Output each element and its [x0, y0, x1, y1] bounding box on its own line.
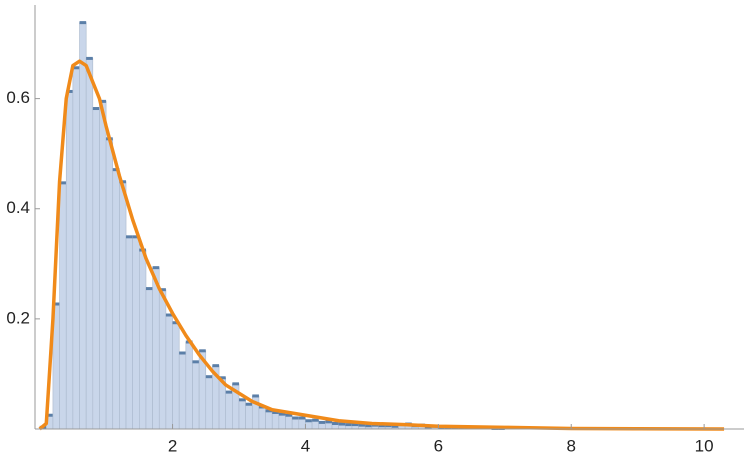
- bar: [139, 249, 147, 430]
- bar: [258, 406, 266, 430]
- x-tick-label: 6: [434, 436, 443, 455]
- bar: [112, 169, 120, 430]
- bar: [238, 399, 246, 430]
- bar: [152, 267, 160, 430]
- bar: [265, 410, 273, 430]
- bar: [125, 236, 133, 430]
- bar: [145, 288, 153, 430]
- bar: [278, 413, 286, 430]
- y-tick-label: 0.4: [6, 198, 30, 217]
- bar: [298, 417, 306, 430]
- y-tick-label: 0.2: [6, 308, 30, 327]
- bar: [291, 417, 300, 430]
- x-tick-label: 8: [567, 436, 576, 455]
- bar: [132, 236, 140, 430]
- bar: [225, 391, 233, 430]
- bar: [205, 376, 213, 430]
- x-tick-label: 4: [301, 436, 310, 455]
- bar: [65, 91, 74, 430]
- bar: [119, 181, 127, 430]
- y-tick-label: 0.6: [6, 88, 30, 107]
- bar: [92, 108, 100, 430]
- bar: [72, 67, 80, 430]
- bar: [192, 361, 200, 430]
- bar: [285, 414, 293, 430]
- bar: [271, 412, 280, 430]
- density-line: [38, 59, 725, 431]
- x-tick-label: 10: [695, 436, 714, 455]
- bar: [165, 314, 173, 430]
- bar: [105, 138, 114, 430]
- bar: [99, 101, 107, 430]
- bar: [245, 403, 253, 430]
- bar: [59, 182, 67, 430]
- bar: [79, 22, 87, 430]
- bar: [172, 322, 180, 430]
- bar: [178, 352, 187, 430]
- x-tick-label: 2: [168, 436, 177, 455]
- bar: [85, 58, 94, 430]
- bar: [158, 289, 167, 430]
- bar: [185, 341, 193, 430]
